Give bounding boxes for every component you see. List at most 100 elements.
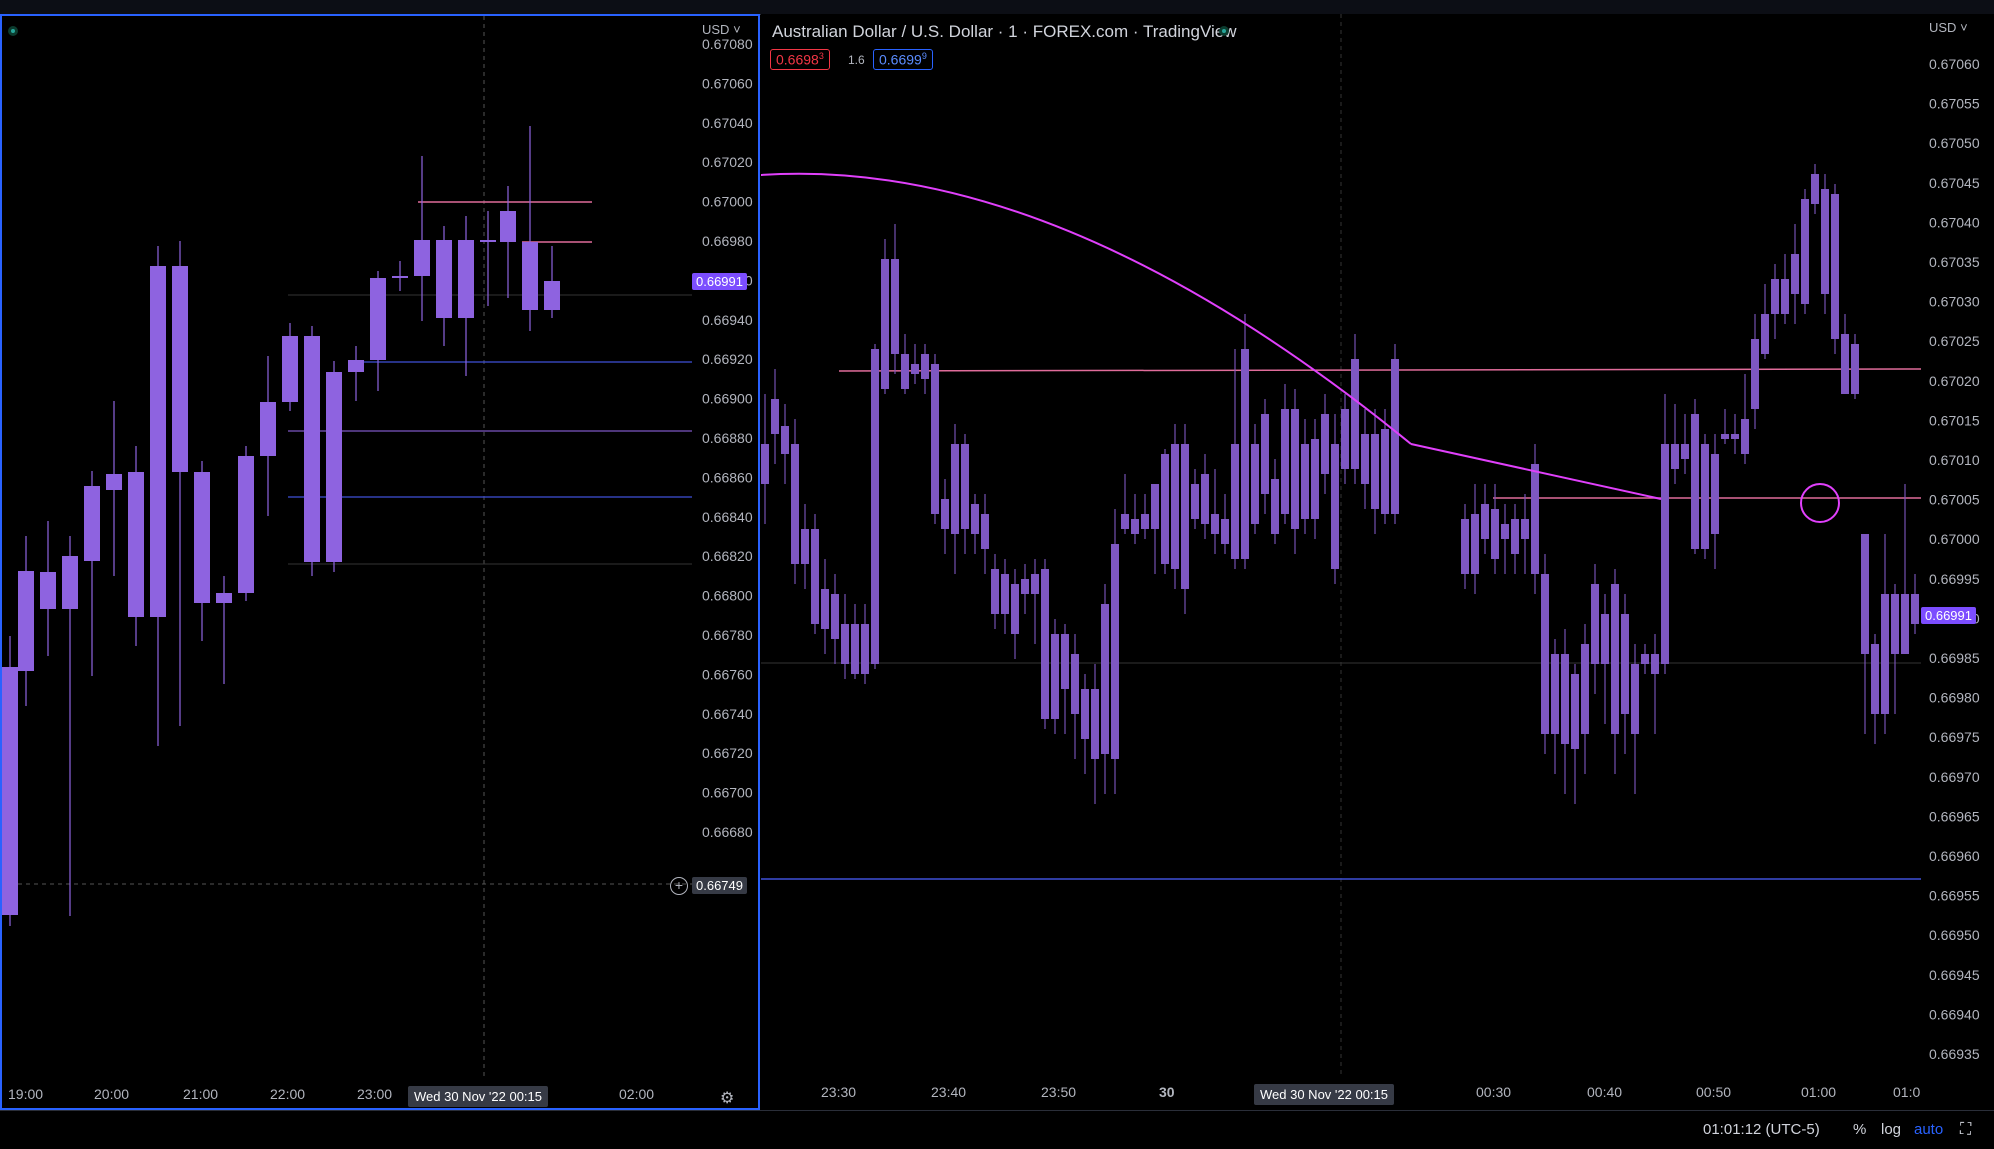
right-candle: [1191, 484, 1199, 519]
right-candle: [1711, 454, 1719, 534]
left-time-tick: 02:00: [619, 1086, 654, 1102]
left-price-tick: 0.67000: [702, 194, 753, 210]
right-candle: [771, 399, 779, 434]
right-candle: [1471, 514, 1479, 574]
right-candle: [901, 354, 909, 389]
right-candle: [1031, 574, 1039, 594]
left-current-price-tag: 0.66991: [692, 273, 747, 290]
right-candle: [1221, 519, 1229, 544]
right-time-tick: 23:30: [821, 1084, 856, 1100]
right-candle: [1811, 174, 1819, 204]
right-candle: [1831, 194, 1839, 339]
right-candle: [991, 569, 999, 614]
right-candle: [1601, 614, 1609, 664]
left-time-tick: 22:00: [270, 1086, 305, 1102]
left-price-tick: 0.66740: [702, 706, 753, 722]
left-price-tick: 0.66720: [702, 745, 753, 761]
right-candle: [1071, 654, 1079, 714]
right-candle: [981, 514, 989, 549]
right-time-tick: 23:50: [1041, 1084, 1076, 1100]
right-candle: [831, 594, 839, 639]
left-price-tick: 0.66780: [702, 627, 753, 643]
right-candle: [1701, 444, 1709, 549]
left-currency-label[interactable]: USD ˅: [702, 22, 741, 37]
right-candle: [1161, 454, 1169, 564]
right-candle: [1651, 654, 1659, 674]
right-candle: [1281, 409, 1289, 514]
bid-price-badge[interactable]: 0.66983: [770, 49, 830, 70]
left-chart-pane[interactable]: USD ˅ 0.67080 0.67060 0.67040 0.67020 0.6700…: [0, 14, 760, 1110]
left-time-tick: 19:00: [8, 1086, 43, 1102]
clock-timezone[interactable]: 01:01:12 (UTC-5): [1703, 1121, 1820, 1138]
status-bar: 01:01:12 (UTC-5) % log auto ⛶: [0, 1110, 1994, 1149]
right-candle: [1131, 519, 1139, 534]
right-candle: [961, 444, 969, 529]
right-candle: [871, 349, 879, 664]
ask-price-badge[interactable]: 0.66999: [873, 49, 933, 70]
right-candle: [1021, 579, 1029, 594]
right-candle: [801, 529, 809, 564]
spread-value: 1.6: [848, 53, 865, 67]
right-candle: [1291, 409, 1299, 529]
right-time-tick: 01:00: [1801, 1084, 1836, 1100]
right-price-tick: 0.67005: [1929, 492, 1980, 508]
right-price-tick: 0.66935: [1929, 1046, 1980, 1062]
right-candle: [1371, 434, 1379, 509]
right-time-tick: 00:50: [1696, 1084, 1731, 1100]
percent-toggle[interactable]: %: [1853, 1121, 1867, 1138]
log-toggle[interactable]: log: [1881, 1121, 1902, 1138]
right-price-tick: 0.66965: [1929, 808, 1980, 824]
right-candle: [1311, 439, 1319, 519]
right-candle: [1241, 349, 1249, 559]
right-candle: [1861, 534, 1869, 654]
right-price-tick: 0.67025: [1929, 333, 1980, 349]
right-candle: [1751, 339, 1759, 409]
left-candle: [62, 556, 78, 609]
add-alert-icon[interactable]: +: [670, 877, 688, 895]
right-currency-label[interactable]: USD ˅: [1929, 20, 1968, 35]
right-chart-pane[interactable]: 0.67060 0.67055 0.67050 0.67045 0.67040 0.670…: [761, 14, 1994, 1110]
right-crosshair-time-tag: Wed 30 Nov '22 00:15: [1254, 1084, 1394, 1105]
left-candle: [2, 667, 18, 915]
fullscreen-icon[interactable]: ⛶: [1960, 1121, 1972, 1138]
right-candle: [1891, 594, 1899, 654]
right-candle: [1721, 434, 1729, 439]
left-price-tick: 0.66800: [702, 588, 753, 604]
left-candle: [172, 266, 188, 472]
symbol-title[interactable]: Australian Dollar / U.S. Dollar · 1 · FO…: [772, 22, 1237, 41]
right-candle: [1671, 444, 1679, 469]
right-candle: [1821, 189, 1829, 294]
left-candle: [150, 266, 166, 617]
right-candle: [1901, 594, 1909, 654]
market-status-icon: [8, 26, 18, 36]
right-time-tick: 00:40: [1587, 1084, 1622, 1100]
auto-toggle[interactable]: auto: [1914, 1121, 1944, 1138]
right-candle: [1001, 574, 1009, 614]
right-price-tick: 0.66980: [1929, 690, 1980, 706]
right-candle: [1091, 689, 1099, 759]
right-price-tick: 0.66985: [1929, 650, 1980, 666]
left-crosshair-price-tag: 0.66749: [692, 877, 747, 894]
left-candle: [326, 372, 342, 562]
right-candle: [1041, 569, 1049, 719]
right-candle: [921, 354, 929, 379]
right-price-tick: 0.66995: [1929, 571, 1980, 587]
left-plot-area[interactable]: 0.67080 0.67060 0.67040 0.67020 0.67000 0.669…: [2, 16, 758, 1108]
right-candle: [1231, 444, 1239, 559]
right-price-tick: 0.66960: [1929, 848, 1980, 864]
right-candle: [1361, 434, 1369, 484]
left-price-tick: 0.66900: [702, 391, 753, 407]
right-candle: [1301, 444, 1309, 519]
settings-gear-icon[interactable]: ⚙: [720, 1090, 735, 1107]
right-candle: [1011, 584, 1019, 634]
left-candle: [480, 240, 496, 242]
right-candle: [1531, 464, 1539, 574]
right-plot-area[interactable]: 0.67060 0.67055 0.67050 0.67045 0.67040 0.670…: [761, 14, 1994, 1110]
right-candle: [781, 426, 789, 454]
right-candle: [791, 444, 799, 564]
right-candle: [861, 624, 869, 674]
right-candle: [1501, 524, 1509, 539]
right-candle: [1781, 279, 1789, 314]
right-candle: [811, 529, 819, 624]
right-candle: [1791, 254, 1799, 294]
